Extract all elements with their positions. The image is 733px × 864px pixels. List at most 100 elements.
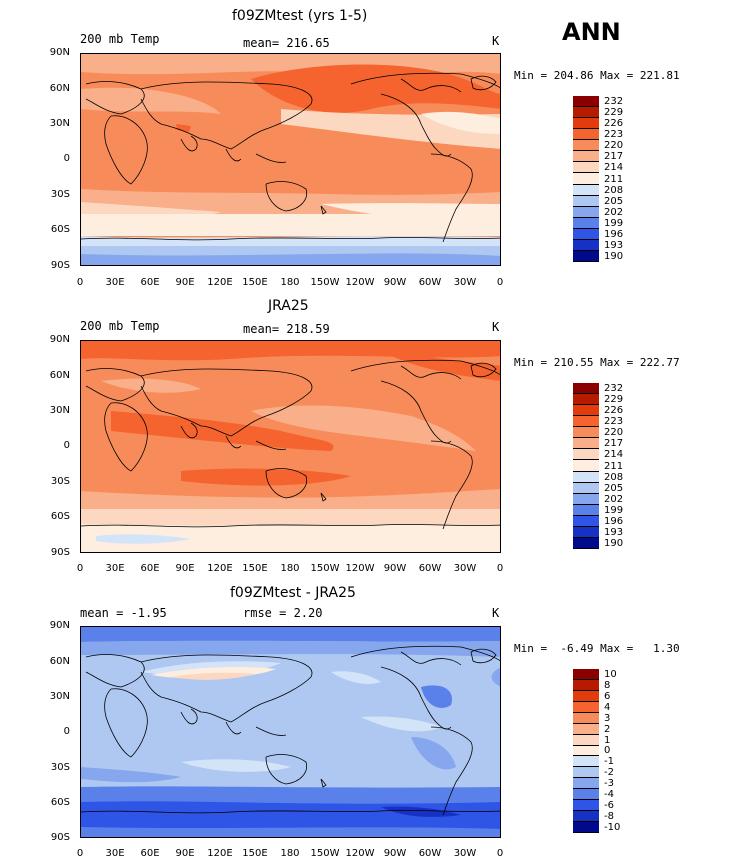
panel3-lon-label: 150W <box>310 848 340 859</box>
colorbar-swatch <box>573 493 599 505</box>
colorbar-label: 214 <box>604 449 624 461</box>
panel1-map-svg <box>81 54 500 265</box>
colorbar-swatch <box>573 745 599 757</box>
colorbar-swatch <box>573 789 599 801</box>
colorbar-label: 199 <box>604 504 624 516</box>
colorbar-label: 232 <box>604 96 624 108</box>
panel3-map <box>80 626 501 838</box>
colorbar-label: 193 <box>604 239 624 251</box>
panel1-mean-label: mean= 216.65 <box>243 36 330 50</box>
colorbar-label: 229 <box>604 107 624 119</box>
panel2-lon-label: 0 <box>76 563 84 574</box>
panel3-lon-label: 150E <box>242 848 268 859</box>
colorbar-label: 223 <box>604 129 624 141</box>
colorbar-label: -10 <box>604 822 621 833</box>
colorbar-label: 199 <box>604 217 624 229</box>
panel1-lat-label: 30S <box>50 189 70 200</box>
season-label: ANN <box>562 18 621 46</box>
colorbar-swatch <box>573 537 599 549</box>
colorbar-label: 217 <box>604 151 624 163</box>
colorbar-label: 202 <box>604 493 624 505</box>
panel1-lon-label: 150W <box>310 277 340 288</box>
panel3-lon-label: 0 <box>496 848 504 859</box>
colorbar-swatch <box>573 206 599 218</box>
colorbar-swatch <box>573 822 599 833</box>
colorbar-swatch <box>573 228 599 240</box>
panel1-lon-label: 120E <box>207 277 233 288</box>
panel3-lat-label: 90N <box>49 620 70 631</box>
colorbar-label: 205 <box>604 195 624 207</box>
colorbar-swatch <box>573 427 599 439</box>
panel3-rmse-label: rmse = 2.20 <box>243 606 323 620</box>
colorbar-label: 4 <box>604 701 611 713</box>
panel2-lat-axis: 90N 60N 30N 0 30S 60S 90S <box>40 334 76 558</box>
colorbar-swatch <box>573 239 599 251</box>
panel2-lon-label: 90W <box>383 563 407 574</box>
panel3-map-svg <box>81 627 500 837</box>
panel3-lon-label: 0 <box>76 848 84 859</box>
panel3-lon-label: 90W <box>383 848 407 859</box>
panel2-lon-label: 120E <box>207 563 233 574</box>
colorbar-label: 196 <box>604 228 624 240</box>
panel1-lat-label: 90S <box>50 260 70 271</box>
colorbar-swatch <box>573 701 599 713</box>
colorbar-swatch <box>573 118 599 130</box>
panel2-mean-label: mean= 218.59 <box>243 322 330 336</box>
panel1-lat-label: 60S <box>50 224 70 235</box>
colorbar-label: 208 <box>604 471 624 483</box>
panel2-lon-axis: 0 30E 60E 90E 120E 150E 180 150W 120W 90… <box>65 563 515 577</box>
colorbar-swatch <box>573 723 599 735</box>
panel2-variable-label: 200 mb Temp <box>80 319 160 333</box>
panel2-map-svg <box>81 341 500 552</box>
colorbar-label: 208 <box>604 184 624 196</box>
colorbar-swatch <box>573 184 599 196</box>
panel2-map <box>80 340 501 553</box>
panel2-lon-label: 60W <box>418 563 442 574</box>
panel2-title: JRA25 <box>268 298 309 314</box>
colorbar-swatch <box>573 460 599 472</box>
colorbar-swatch <box>573 394 599 406</box>
colorbar-label: -6 <box>604 800 614 812</box>
panel2-lon-label: 90E <box>175 563 195 574</box>
colorbar-label: 217 <box>604 438 624 450</box>
panel3-lon-axis: 0 30E 60E 90E 120E 150E 180 150W 120W 90… <box>65 848 515 862</box>
colorbar-swatch <box>573 778 599 790</box>
panel1-lon-axis: 0 30E 60E 90E 120E 150E 180 150W 120W 90… <box>65 277 515 291</box>
panel3-mean-label: mean = -1.95 <box>80 606 167 620</box>
colorbar-label: 8 <box>604 679 611 691</box>
colorbar-label: 202 <box>604 206 624 218</box>
panel3-lat-label: 60N <box>49 656 70 667</box>
panel1-title: f09ZMtest (yrs 1-5) <box>232 8 368 24</box>
panel3-colorbar: 10 8 6 4 3 2 1 0 -1 -2 -3 -4 -6 -8 -10 <box>573 669 653 833</box>
colorbar-swatch <box>573 679 599 691</box>
panel1-lon-label: 0 <box>496 277 504 288</box>
panel2-minmax-label: Min = 210.55 Max = 222.77 <box>514 356 680 369</box>
panel1-lat-label: 60N <box>49 83 70 94</box>
panel3-lon-label: 90E <box>175 848 195 859</box>
panel1-map <box>80 53 501 266</box>
colorbar-swatch <box>573 767 599 779</box>
colorbar-swatch <box>573 756 599 768</box>
panel3-lat-axis: 90N 60N 30N 0 30S 60S 90S <box>40 620 76 843</box>
colorbar-label: 1 <box>604 734 611 746</box>
panel1-lat-label: 90N <box>49 47 70 58</box>
colorbar-label: -3 <box>604 778 614 790</box>
panel2-lon-label: 0 <box>496 563 504 574</box>
colorbar-swatch <box>573 195 599 207</box>
colorbar-swatch <box>573 669 599 680</box>
colorbar-label: 205 <box>604 482 624 494</box>
colorbar-swatch <box>573 515 599 527</box>
colorbar-label: 190 <box>604 251 624 262</box>
colorbar-swatch <box>573 140 599 152</box>
colorbar-swatch <box>573 405 599 417</box>
colorbar-label: 220 <box>604 427 624 439</box>
colorbar-swatch <box>573 129 599 141</box>
colorbar-swatch <box>573 416 599 428</box>
colorbar-label: 214 <box>604 162 624 174</box>
colorbar-swatch <box>573 173 599 185</box>
colorbar-label: 190 <box>604 538 624 549</box>
panel2-lon-label: 60E <box>140 563 160 574</box>
colorbar-label: 3 <box>604 712 611 724</box>
colorbar-swatch <box>573 482 599 494</box>
panel2-lon-label: 150W <box>310 563 340 574</box>
